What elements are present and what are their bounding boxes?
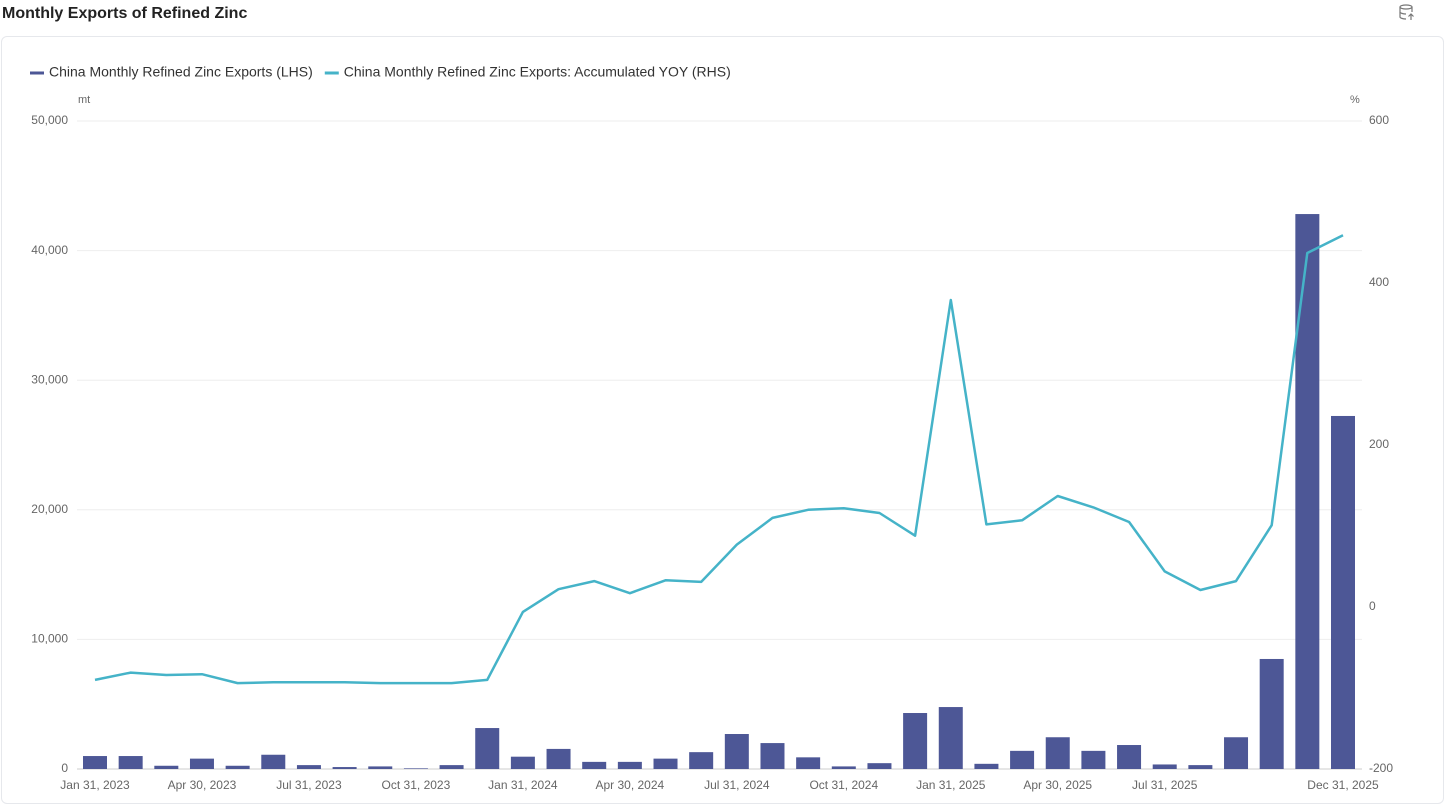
- bar: [974, 763, 999, 769]
- x-tick-label: Jul 31, 2024: [704, 778, 770, 792]
- bar: [1188, 765, 1213, 769]
- y-tick-label: 10,000: [31, 632, 68, 646]
- x-tick-label: Apr 30, 2024: [595, 778, 664, 792]
- y2-tick-label: -200: [1369, 761, 1393, 775]
- bar: [1117, 745, 1142, 769]
- bar: [475, 728, 500, 769]
- bar: [296, 765, 321, 769]
- y2-tick-label: 400: [1369, 275, 1389, 289]
- y-tick-label: 0: [61, 761, 68, 775]
- bar: [1331, 415, 1355, 769]
- bar: [617, 761, 642, 769]
- bar: [368, 766, 393, 769]
- bar: [154, 765, 179, 769]
- bar: [332, 767, 357, 769]
- bar: [689, 752, 714, 769]
- y-unit: mt: [78, 94, 90, 106]
- bar: [83, 756, 107, 769]
- bar: [903, 713, 928, 769]
- x-tick-label: Jan 31, 2025: [916, 778, 986, 792]
- bar: [760, 743, 785, 769]
- x-tick-label: Jul 31, 2025: [1132, 778, 1198, 792]
- chart-card: [1, 36, 1444, 804]
- y2-tick-label: 0: [1369, 599, 1376, 613]
- bar: [439, 765, 464, 769]
- export-icon[interactable]: [1399, 4, 1414, 20]
- bar: [1045, 737, 1070, 769]
- y-tick-label: 40,000: [31, 243, 68, 257]
- bar: [403, 768, 428, 769]
- y2-tick-label: 200: [1369, 437, 1389, 451]
- bar: [796, 757, 821, 769]
- x-tick-label: Oct 31, 2024: [809, 778, 878, 792]
- bar: [1259, 658, 1284, 769]
- y-tick-label: 30,000: [31, 372, 68, 386]
- x-tick-label: Jan 31, 2024: [488, 778, 558, 792]
- y-tick-label: 50,000: [31, 113, 68, 127]
- y2-unit: %: [1350, 94, 1360, 106]
- legend-label: China Monthly Refined Zinc Exports: Accu…: [344, 64, 731, 80]
- x-tick-label: Apr 30, 2023: [168, 778, 237, 792]
- line: [94, 234, 1344, 685]
- bar: [653, 758, 678, 769]
- x-tick-label: Apr 30, 2025: [1023, 778, 1092, 792]
- bar: [582, 761, 607, 769]
- bar: [118, 756, 143, 769]
- bar: [261, 754, 286, 769]
- bar: [867, 763, 892, 769]
- bar: [1224, 737, 1249, 769]
- bar: [938, 707, 963, 769]
- bar: [546, 748, 571, 769]
- bar: [225, 765, 250, 769]
- bar: [510, 756, 535, 769]
- x-tick-label: Jul 31, 2023: [276, 778, 342, 792]
- legend-label: China Monthly Refined Zinc Exports (LHS): [49, 64, 313, 80]
- bar: [189, 758, 214, 769]
- x-tick-label: Jan 31, 2023: [60, 778, 130, 792]
- bar: [1152, 764, 1177, 769]
- x-tick-label: Oct 31, 2023: [382, 778, 451, 792]
- bar: [1010, 750, 1035, 769]
- bar: [724, 734, 749, 769]
- chart-title: Monthly Exports of Refined Zinc: [2, 5, 247, 22]
- bar: [831, 766, 856, 769]
- bar: [1295, 214, 1320, 769]
- y2-tick-label: 600: [1369, 113, 1389, 127]
- x-tick-label: Dec 31, 2025: [1307, 778, 1379, 792]
- bar: [1081, 750, 1106, 769]
- y-tick-label: 20,000: [31, 502, 68, 516]
